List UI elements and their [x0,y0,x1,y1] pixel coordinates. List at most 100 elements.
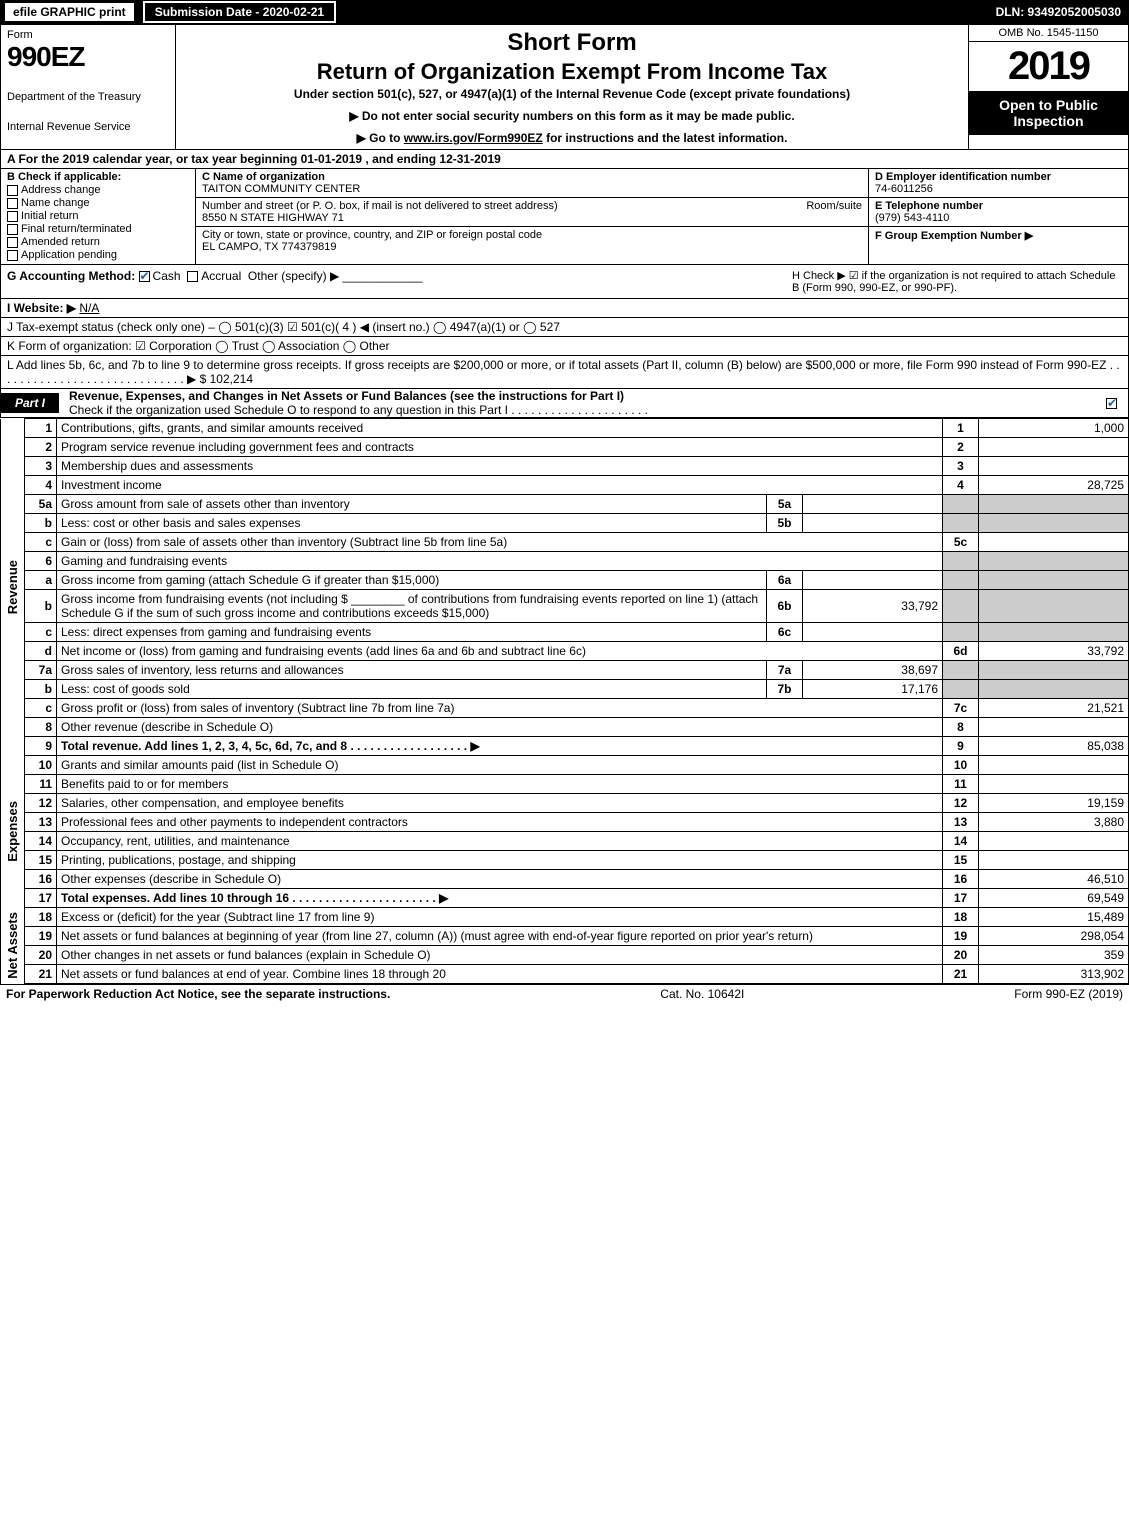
line-13: 13Professional fees and other payments t… [1,813,1129,832]
line-12: 12Salaries, other compensation, and empl… [1,794,1129,813]
line-6-desc: Gaming and fundraising events [61,554,227,568]
footer-paperwork: For Paperwork Reduction Act Notice, see … [6,987,390,1001]
h-schedule-b: H Check ▶ ☑ if the organization is not r… [792,269,1122,294]
c-name-cell: C Name of organization TAITON COMMUNITY … [196,169,868,198]
line-5c: cGain or (loss) from sale of assets othe… [1,533,1129,552]
line-3-desc: Membership dues and assessments [61,459,253,473]
part-i-checkbox[interactable] [1098,396,1128,410]
g-accrual-check[interactable] [187,271,198,282]
b-opt-amended[interactable]: Amended return [7,236,189,248]
line-6b: bGross income from fundraising events (n… [1,590,1129,623]
org-address: 8550 N STATE HIGHWAY 71 [202,212,344,224]
col-def: D Employer identification number 74-6011… [868,169,1128,264]
col-b: B Check if applicable: Address change Na… [1,169,196,264]
irs-link[interactable]: www.irs.gov/Form990EZ [404,131,543,145]
submission-date-label: Submission Date - 2020-02-21 [143,1,336,23]
line-11: 11Benefits paid to or for members11 [1,775,1129,794]
line-14-desc: Occupancy, rent, utilities, and maintena… [61,834,290,848]
line-7b: bLess: cost of goods sold7b17,176 [1,680,1129,699]
line-15: 15Printing, publications, postage, and s… [1,851,1129,870]
line-6a: aGross income from gaming (attach Schedu… [1,571,1129,590]
b-opt-final-return[interactable]: Final return/terminated [7,223,189,235]
line-7a-desc: Gross sales of inventory, less returns a… [61,663,344,677]
part-i-sub: Check if the organization used Schedule … [69,403,648,417]
b-opt-name-change[interactable]: Name change [7,197,189,209]
row-a-end: 12-31-2019 [439,152,500,166]
f-label: F Group Exemption Number ▶ [875,230,1033,242]
line-16-desc: Other expenses (describe in Schedule O) [61,872,281,886]
line-7a-val: 38,697 [803,661,943,680]
line-21-val: 313,902 [979,965,1129,984]
line-7c: cGross profit or (loss) from sales of in… [1,699,1129,718]
line-1-desc: Contributions, gifts, grants, and simila… [61,421,363,435]
footer-catno: Cat. No. 10642I [390,987,1014,1001]
i-label: I Website: ▶ [7,301,76,315]
line-5a: 5aGross amount from sale of assets other… [1,495,1129,514]
line-20-val: 359 [979,946,1129,965]
c-city-cell: City or town, state or province, country… [196,227,868,255]
line-20: 20Other changes in net assets or fund ba… [1,946,1129,965]
line-2: 2Program service revenue including gover… [1,438,1129,457]
g-accounting: G Accounting Method: Cash Accrual Other … [7,269,792,294]
line-15-desc: Printing, publications, postage, and shi… [61,853,296,867]
part-i-label: Part I [1,393,59,413]
line-5c-desc: Gain or (loss) from sale of assets other… [61,535,507,549]
line-11-desc: Benefits paid to or for members [61,777,228,791]
dln-label: DLN: 93492052005030 [996,5,1121,19]
line-6: 6Gaming and fundraising events [1,552,1129,571]
line-8: 8Other revenue (describe in Schedule O)8 [1,718,1129,737]
line-6d-val: 33,792 [979,642,1129,661]
c-name-label: C Name of organization [202,171,325,183]
line-4: 4Investment income428,725 [1,476,1129,495]
line-6c: cLess: direct expenses from gaming and f… [1,623,1129,642]
line-7c-desc: Gross profit or (loss) from sales of inv… [61,701,454,715]
efile-print-button[interactable]: efile GRAPHIC print [4,2,135,22]
line-19-val: 298,054 [979,927,1129,946]
line-20-desc: Other changes in net assets or fund bala… [61,948,431,962]
line-6d: dNet income or (loss) from gaming and fu… [1,642,1129,661]
line-1: Revenue 1Contributions, gifts, grants, a… [1,419,1129,438]
c-addr-cell: Number and street (or P. O. box, if mail… [196,198,868,227]
b-opt-address-change[interactable]: Address change [7,184,189,196]
dept-irs: Internal Revenue Service [7,121,169,133]
b-opt-initial-return[interactable]: Initial return [7,210,189,222]
line-7c-val: 21,521 [979,699,1129,718]
d-ein-cell: D Employer identification number 74-6011… [869,169,1128,198]
row-a-begin: 01-01-2019 [301,152,362,166]
footer-formref: Form 990-EZ (2019) [1014,987,1123,1001]
title-under-section: Under section 501(c), 527, or 4947(a)(1)… [184,87,960,101]
c-city-label: City or town, state or province, country… [202,229,542,241]
l-value: 102,214 [210,372,253,386]
top-bar: efile GRAPHIC print Submission Date - 20… [0,0,1129,24]
g-cash-check[interactable] [139,271,150,282]
row-k-org-form: K Form of organization: ☑ Corporation ◯ … [0,337,1129,356]
part-i-header: Part I Revenue, Expenses, and Changes in… [0,389,1129,418]
line-9: 9Total revenue. Add lines 1, 2, 3, 4, 5c… [1,737,1129,756]
form-word: Form [7,29,169,41]
header-left: Form 990EZ Department of the Treasury In… [1,25,176,149]
title-short-form: Short Form [184,29,960,57]
form-number: 990EZ [7,41,169,73]
e-label: E Telephone number [875,200,983,212]
line-1-val: 1,000 [979,419,1129,438]
part-i-title: Revenue, Expenses, and Changes in Net As… [69,389,624,403]
header-mid: Short Form Return of Organization Exempt… [176,25,968,149]
line-7b-val: 17,176 [803,680,943,699]
open-to-public: Open to Public Inspection [969,91,1128,135]
line-19: 19Net assets or fund balances at beginni… [1,927,1129,946]
g-accrual: Accrual [201,269,241,283]
room-suite-label: Room/suite [806,200,862,224]
e-phone-cell: E Telephone number (979) 543-4110 [869,198,1128,227]
dept-treasury: Department of the Treasury [7,91,169,103]
line-7a: 7aGross sales of inventory, less returns… [1,661,1129,680]
line-4-desc: Investment income [61,478,162,492]
line-5b-desc: Less: cost or other basis and sales expe… [61,516,300,530]
b-opt-pending[interactable]: Application pending [7,249,189,261]
goto-pre: ▶ Go to [357,131,404,145]
line-13-desc: Professional fees and other payments to … [61,815,408,829]
goto-post: for instructions and the latest informat… [543,131,788,145]
form-header: Form 990EZ Department of the Treasury In… [0,24,1129,150]
line-8-desc: Other revenue (describe in Schedule O) [61,720,273,734]
row-a-pre: A For the 2019 calendar year, or tax yea… [7,152,301,166]
line-16: 16Other expenses (describe in Schedule O… [1,870,1129,889]
